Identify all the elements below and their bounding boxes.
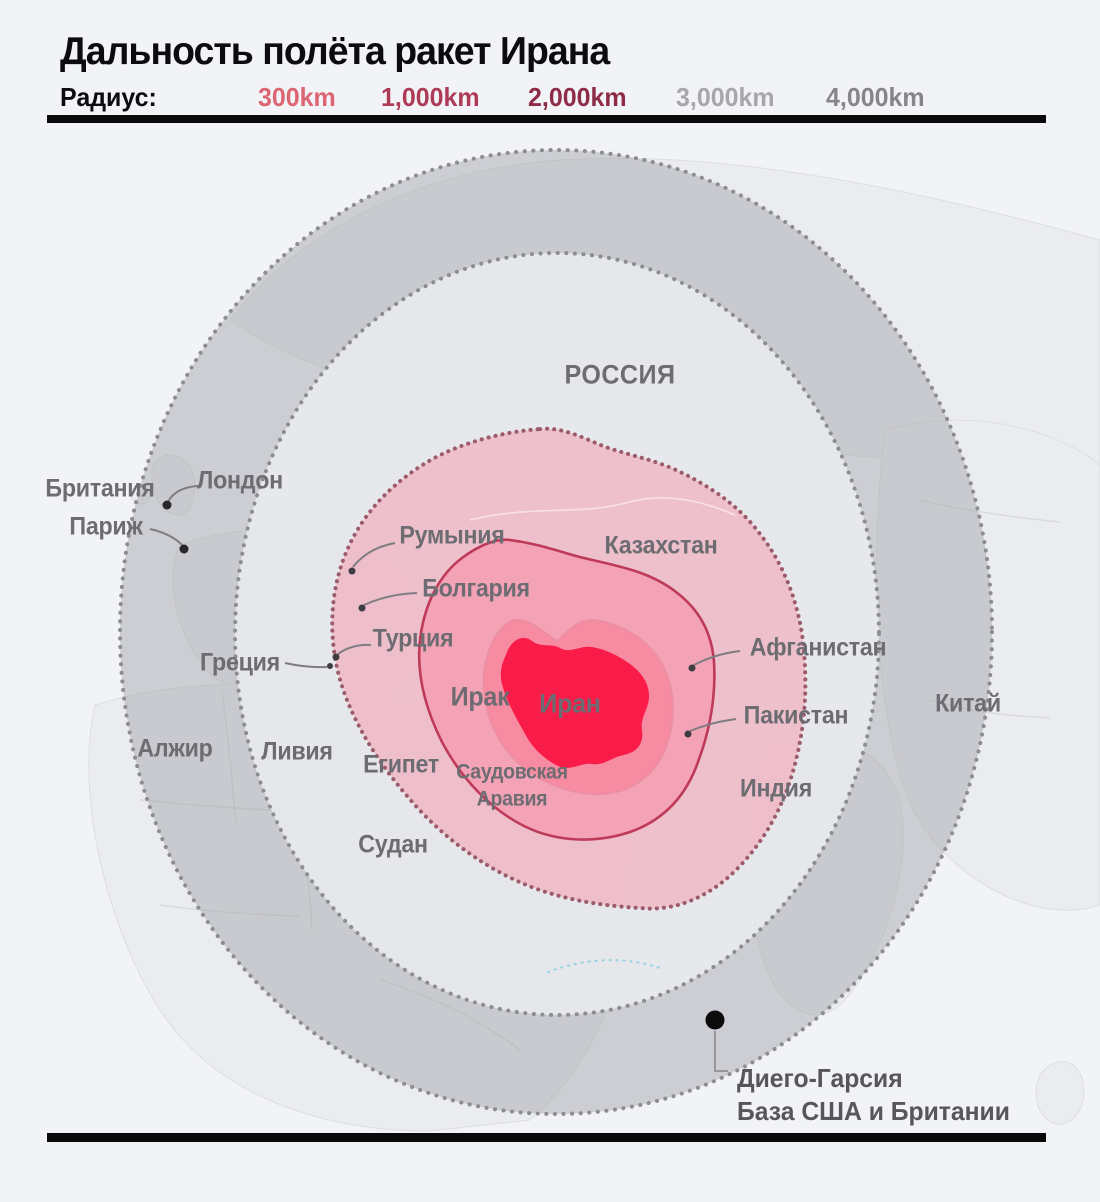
map-label-britain: Британия xyxy=(45,474,155,503)
leader-pakistan xyxy=(689,718,737,732)
paris-dot xyxy=(179,544,189,554)
map-label-paris: Париж xyxy=(69,512,143,541)
bulgaria-dot xyxy=(358,604,366,612)
map-label-libya: Ливия xyxy=(261,737,333,766)
map-label-sudan: Судан xyxy=(358,830,428,859)
leader-greece xyxy=(284,662,328,669)
range-outline-3000km xyxy=(233,251,881,1017)
map-label-egypt: Египет xyxy=(363,750,439,779)
map-label-iraq: Ирак xyxy=(450,681,510,712)
turkey-dot xyxy=(332,653,340,661)
landmass-madagascar xyxy=(1035,1061,1085,1125)
annotation-diego-garcia: Диего-Гарсия xyxy=(737,1063,903,1093)
greece-dot xyxy=(327,663,333,669)
legend-radius-label: Радиус: xyxy=(60,82,157,112)
landmass-britain xyxy=(151,454,196,516)
map-label-iran: Иран xyxy=(539,688,601,719)
leader-turkey xyxy=(337,643,372,655)
map-label-kazakhstan: Казахстан xyxy=(604,531,718,560)
leader-paris xyxy=(149,528,184,547)
leader-london xyxy=(167,485,198,503)
map-label-india: Индия xyxy=(740,774,812,803)
diego-garcia-marker xyxy=(705,1010,728,1072)
legend-item-1000km: 1,000km xyxy=(381,82,480,112)
map-label-russia: РОССИЯ xyxy=(564,359,676,390)
city-dots xyxy=(162,500,696,738)
map-label-greece: Греция xyxy=(200,648,280,677)
map-label-china: Китай xyxy=(935,689,1001,718)
legend-item-4000km: 4,000km xyxy=(826,82,925,112)
bottom-divider-bar xyxy=(47,1133,1046,1142)
leader-lines xyxy=(149,485,741,732)
annotation-diego-garcia-sub: База США и Британии xyxy=(737,1096,1010,1126)
border-hint-line xyxy=(469,497,736,521)
legend-item-3000km: 3,000km xyxy=(676,82,775,112)
legend-item-300km: 300km xyxy=(258,82,336,112)
legend-item-2000km: 2,000km xyxy=(528,82,627,112)
page-title: Дальность полёта ракет Ирана xyxy=(60,30,610,73)
map-label-bulgaria: Болгария xyxy=(422,574,530,603)
map-label-romania: Румыния xyxy=(399,521,505,550)
map-label-algeria: Алжир xyxy=(137,734,213,763)
range-outline-4000km xyxy=(118,148,994,1116)
romania-dot xyxy=(348,567,356,575)
top-divider-bar xyxy=(47,115,1046,123)
pakistan-dot xyxy=(684,730,692,738)
map-label-turkey: Турция xyxy=(372,624,454,653)
map-label-london: Лондон xyxy=(197,466,283,495)
leader-afghanistan xyxy=(693,650,741,666)
map-label-saudi-arabia: Саудовская Аравия xyxy=(456,760,568,811)
leader-romania xyxy=(352,542,396,568)
map-label-pakistan: Пакистан xyxy=(743,701,849,730)
leader-bulgaria xyxy=(363,592,418,606)
afghanistan-dot xyxy=(688,664,696,672)
london-dot xyxy=(162,500,172,510)
iran-shape xyxy=(500,637,650,768)
map-label-afghanistan: Афганистан xyxy=(749,633,887,662)
